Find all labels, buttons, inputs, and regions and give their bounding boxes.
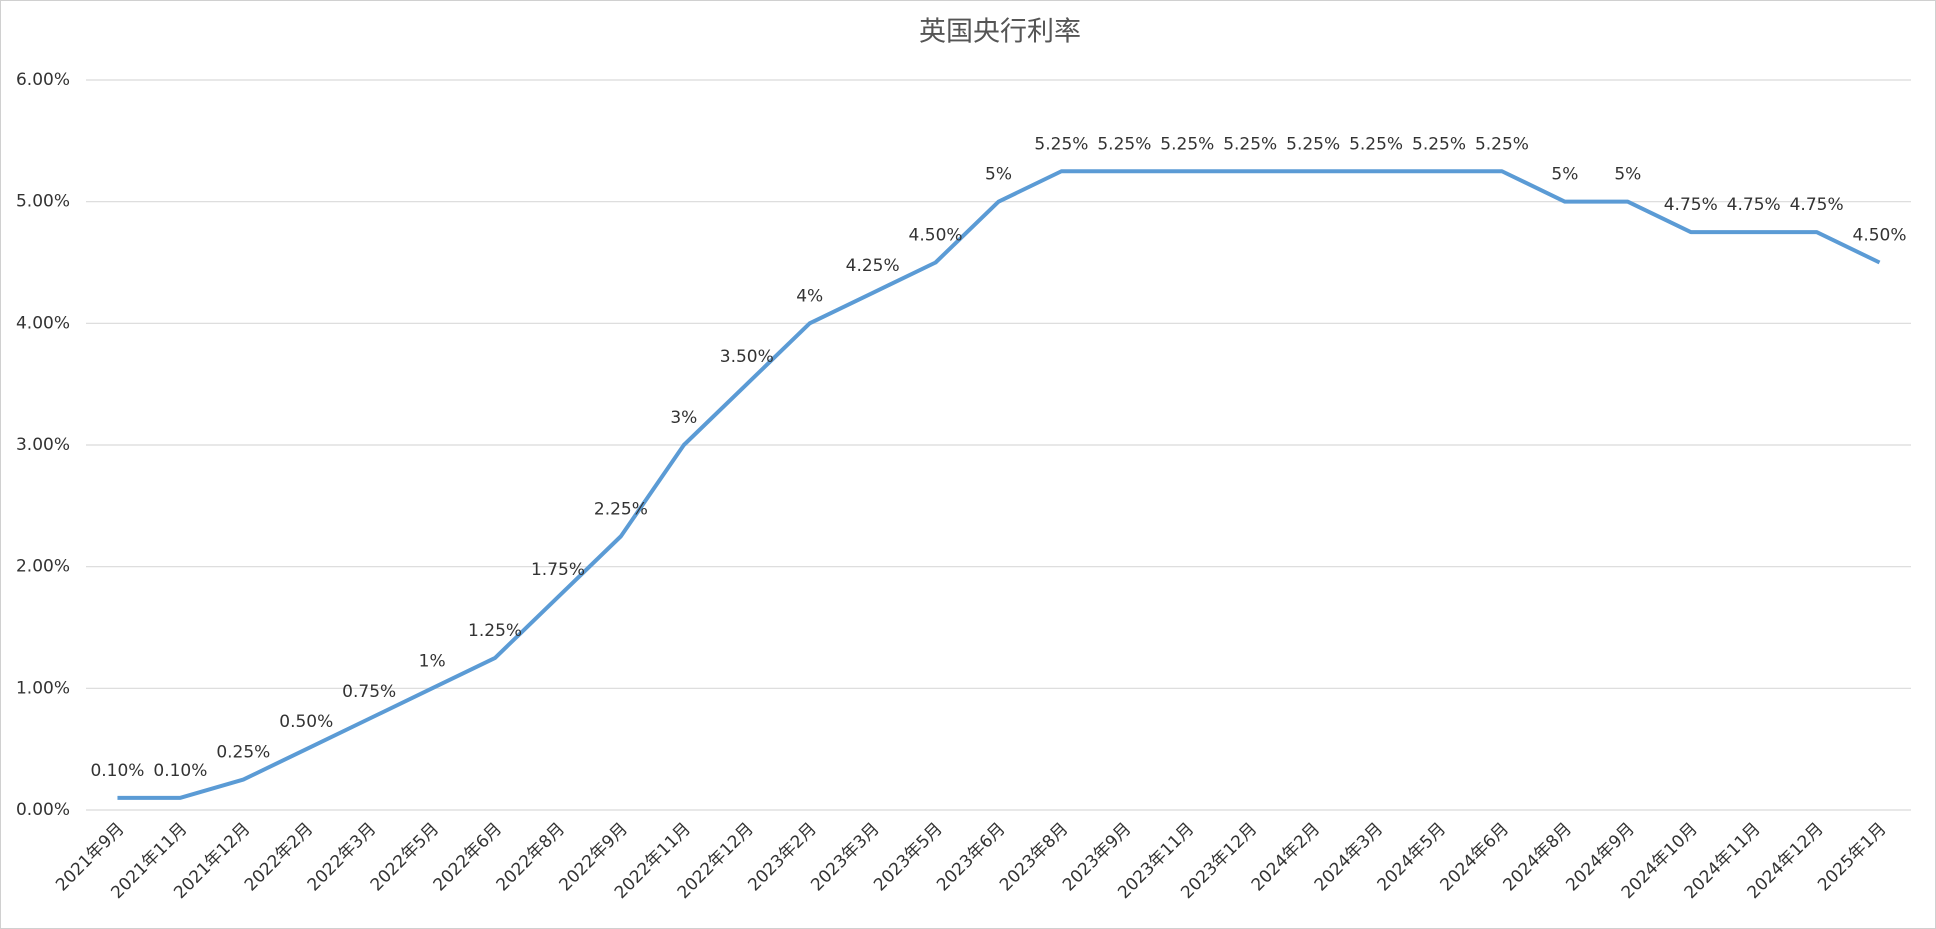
line	[117, 169, 1881, 800]
data-label: 5%	[1551, 165, 1578, 185]
data-label: 1.25%	[468, 621, 522, 641]
data-label: 0.10%	[153, 761, 207, 781]
y-tick-label: 6.00%	[16, 70, 70, 90]
data-label: 0.75%	[342, 682, 396, 702]
data-label: 0.25%	[216, 743, 270, 763]
y-tick-label: 1.00%	[16, 678, 70, 698]
data-label: 4%	[796, 286, 823, 306]
y-tick-label: 5.00%	[16, 192, 70, 212]
data-label: 4.25%	[846, 256, 900, 276]
data-label: 5.25%	[1034, 134, 1088, 154]
data-label: 5.25%	[1160, 134, 1214, 154]
chart-title: 英国央行利率	[919, 17, 1081, 48]
y-tick-label: 4.00%	[16, 313, 70, 333]
data-label: 5.25%	[1412, 134, 1466, 154]
data-label: 0.50%	[279, 712, 333, 732]
data-label: 3%	[670, 408, 697, 428]
data-label: 5.25%	[1097, 134, 1151, 154]
data-label: 1%	[419, 651, 446, 671]
data-label: 4.50%	[909, 226, 963, 246]
data-label: 5%	[985, 165, 1012, 185]
data-label: 5.25%	[1349, 134, 1403, 154]
data-label: 1.75%	[531, 560, 585, 580]
data-label: 0.10%	[90, 761, 144, 781]
data-label: 5.25%	[1223, 134, 1277, 154]
data-label: 5.25%	[1475, 134, 1529, 154]
y-tick-label: 0.00%	[16, 800, 70, 820]
data-label: 4.75%	[1727, 195, 1781, 215]
data-label: 4.75%	[1664, 195, 1718, 215]
y-tick-label: 2.00%	[16, 557, 70, 577]
data-label: 3.50%	[720, 347, 774, 367]
data-label: 5.25%	[1286, 134, 1340, 154]
data-label: 4.75%	[1790, 195, 1844, 215]
data-label: 2.25%	[594, 499, 648, 519]
y-tick-label: 3.00%	[16, 435, 70, 455]
data-label: 4.50%	[1853, 226, 1907, 246]
data-label: 5%	[1614, 165, 1641, 185]
